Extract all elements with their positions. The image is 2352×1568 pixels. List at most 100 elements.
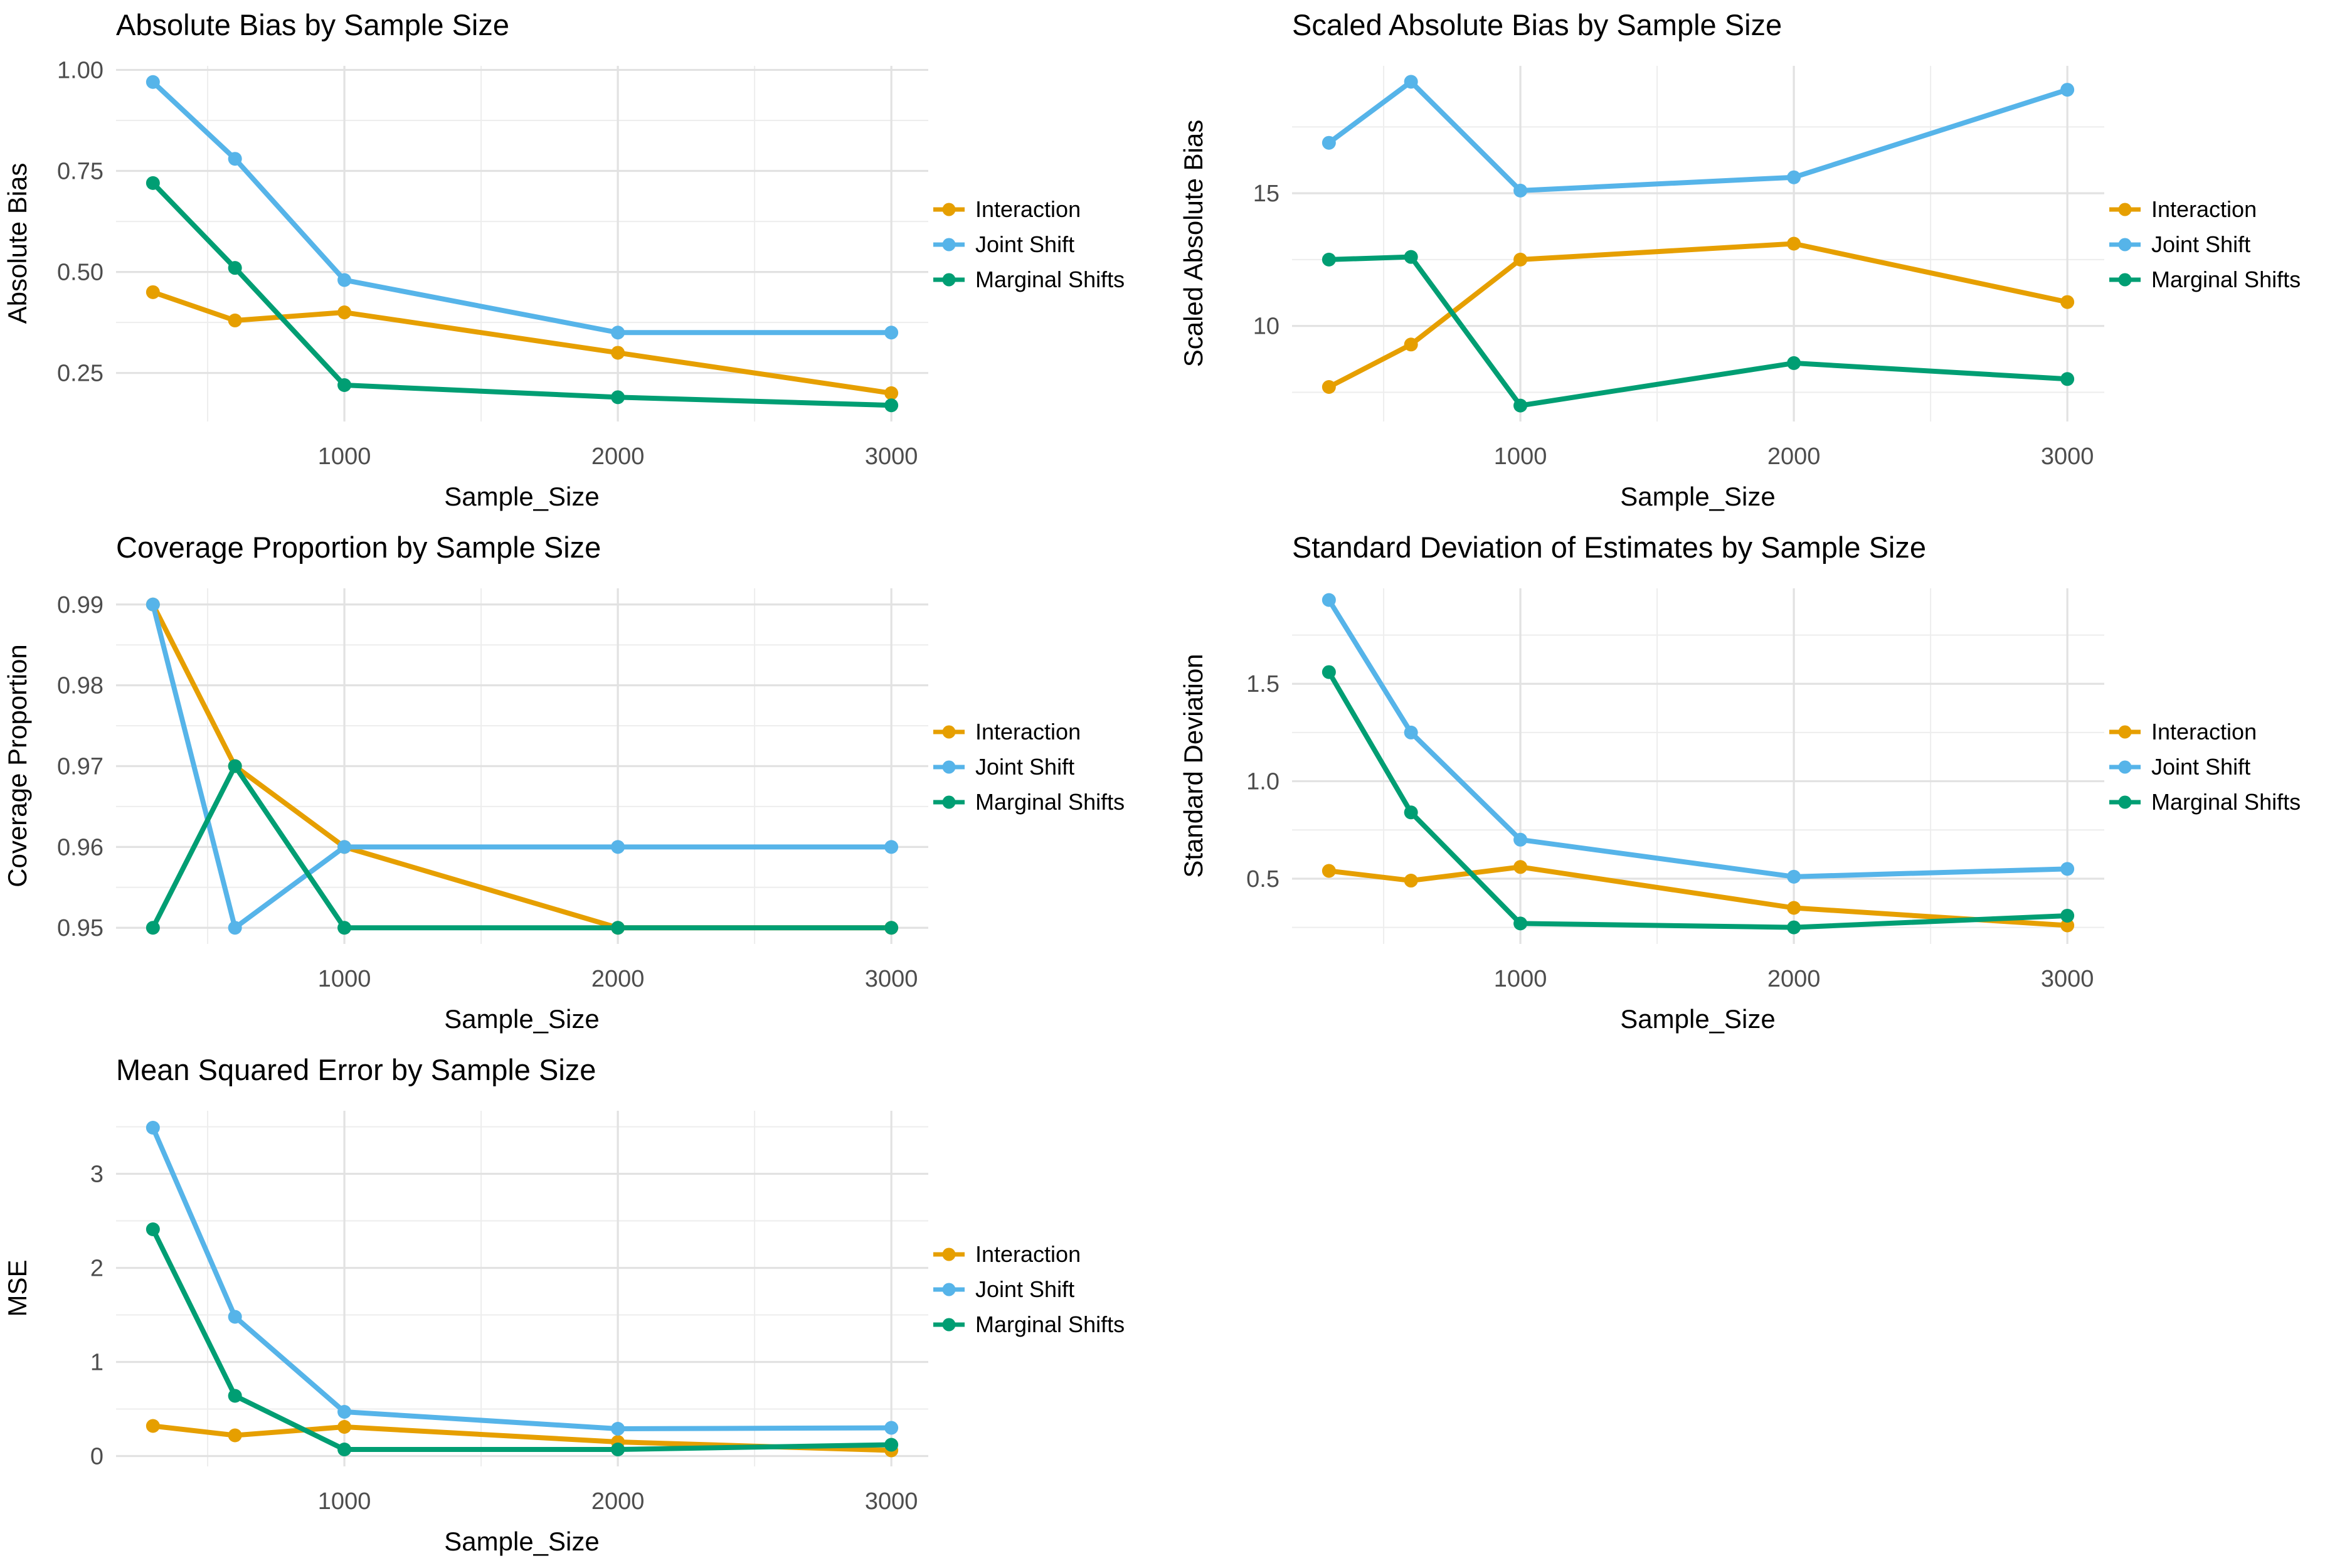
series-line-joint-shift	[150, 79, 894, 336]
data-point-marginal-shifts	[611, 921, 625, 935]
y-tick-label: 0.75	[57, 159, 103, 185]
y-tick-label: 0.95	[57, 915, 103, 941]
y-tick-label: 2	[90, 1256, 103, 1282]
legend-label: Marginal Shifts	[975, 789, 1125, 815]
data-point-joint-shift	[146, 75, 160, 89]
legend-item-marginal-shifts: Marginal Shifts	[933, 785, 1125, 820]
data-point-joint-shift	[611, 326, 625, 340]
data-point-interaction	[2060, 295, 2075, 309]
legend-item-joint-shift: Joint Shift	[2109, 227, 2301, 262]
data-point-marginal-shifts	[1787, 356, 1801, 370]
y-tick-label: 15	[1253, 181, 1279, 207]
data-point-joint-shift	[1787, 869, 1801, 884]
y-tick-label: 1.0	[1246, 769, 1279, 795]
y-tick-label: 1	[90, 1350, 103, 1376]
legend-label: Joint Shift	[975, 754, 1075, 780]
x-axis-label: Sample_Size	[1620, 1004, 1775, 1034]
data-point-marginal-shifts	[611, 1443, 625, 1456]
legend-item-joint-shift: Joint Shift	[933, 750, 1125, 785]
data-point-marginal-shifts	[2060, 372, 2075, 386]
data-point-interaction	[1787, 236, 1801, 251]
data-point-joint-shift	[228, 1310, 242, 1324]
data-point-interaction	[884, 386, 899, 400]
empty-cell	[1176, 1045, 2352, 1568]
x-axis-label: Sample_Size	[1620, 482, 1775, 511]
line-point-key-icon	[933, 725, 965, 739]
plot-area: 1000 2000 3000 0.5 1.0 1.5	[1246, 588, 2104, 992]
data-point-marginal-shifts	[1404, 805, 1418, 820]
legend-label: Interaction	[975, 1241, 1081, 1267]
x-tick-label: 1000	[318, 966, 371, 992]
data-point-interaction	[337, 1420, 352, 1434]
y-tick-label: 1.5	[1246, 671, 1279, 697]
data-point-marginal-shifts	[1322, 665, 1336, 679]
line-point-key-icon	[2109, 760, 2141, 774]
x-tick-label: 2000	[1767, 443, 1821, 470]
data-point-interaction	[1513, 860, 1528, 874]
y-tick-label: 0	[90, 1444, 103, 1470]
standard-deviation-chart: Standard Deviation of Estimates by Sampl…	[1179, 531, 2104, 1034]
data-point-interaction	[146, 1419, 160, 1433]
legend-item-joint-shift: Joint Shift	[933, 227, 1125, 262]
y-axis-label: Absolute Bias	[3, 163, 32, 324]
data-point-interaction	[1787, 901, 1801, 915]
y-axis-label: Standard Deviation	[1179, 654, 1208, 877]
data-point-joint-shift	[2060, 83, 2075, 97]
x-tick-label: 1000	[318, 443, 371, 470]
legend-item-interaction: Interaction	[933, 192, 1125, 227]
series-line-joint-shift	[1326, 597, 2070, 879]
chart-cell-absolute-bias: Absolute Bias by Sample Size Absolute Bi…	[0, 0, 1176, 522]
line-point-key-icon	[933, 1248, 965, 1261]
x-axis-label: Sample_Size	[444, 1527, 599, 1556]
x-axis-label: Sample_Size	[444, 1004, 599, 1034]
x-tick-label: 2000	[591, 966, 645, 992]
legend-label: Joint Shift	[975, 231, 1075, 257]
absolute-bias-chart: Absolute Bias by Sample Size Absolute Bi…	[3, 8, 928, 511]
chart-title: Scaled Absolute Bias by Sample Size	[1292, 8, 1782, 41]
line-point-key-icon	[2109, 203, 2141, 216]
legend: Interaction Joint Shift Marginal Shifts	[933, 714, 1125, 820]
data-point-marginal-shifts	[146, 1222, 160, 1236]
legend-item-marginal-shifts: Marginal Shifts	[933, 1307, 1125, 1342]
data-point-joint-shift	[1513, 832, 1528, 847]
legend-label: Joint Shift	[2151, 231, 2251, 257]
data-point-marginal-shifts	[884, 1438, 899, 1452]
chart-cell-scaled-absolute-bias: Scaled Absolute Bias by Sample Size Scal…	[1176, 0, 2352, 522]
data-point-joint-shift	[1322, 593, 1336, 607]
legend-label: Interaction	[975, 196, 1081, 222]
data-point-interaction	[1513, 252, 1528, 267]
x-tick-label: 2000	[591, 443, 645, 470]
data-point-joint-shift	[884, 840, 899, 854]
legend-item-joint-shift: Joint Shift	[933, 1272, 1125, 1307]
series-line-marginal-shifts	[150, 180, 894, 408]
line-point-key-icon	[933, 238, 965, 252]
data-point-joint-shift	[337, 1405, 352, 1419]
y-tick-label: 0.25	[57, 361, 103, 387]
legend-label: Marginal Shifts	[2151, 267, 2301, 292]
legend-item-marginal-shifts: Marginal Shifts	[2109, 785, 2301, 820]
data-point-joint-shift	[611, 840, 625, 854]
data-point-joint-shift	[1404, 75, 1418, 89]
legend-item-interaction: Interaction	[933, 714, 1125, 750]
data-point-joint-shift	[337, 840, 352, 854]
data-point-joint-shift	[146, 597, 160, 612]
data-point-marginal-shifts	[611, 390, 625, 405]
data-point-joint-shift	[1404, 725, 1418, 739]
data-point-joint-shift	[884, 1421, 899, 1435]
legend-label: Joint Shift	[975, 1276, 1075, 1302]
data-point-marginal-shifts	[884, 398, 899, 413]
legend: Interaction Joint Shift Marginal Shifts	[2109, 192, 2301, 297]
legend-label: Marginal Shifts	[975, 267, 1125, 292]
y-tick-label: 3	[90, 1162, 103, 1188]
legend-label: Marginal Shifts	[975, 1311, 1125, 1337]
data-point-joint-shift	[337, 273, 352, 287]
legend-item-joint-shift: Joint Shift	[2109, 750, 2301, 785]
line-point-key-icon	[2109, 238, 2141, 252]
data-point-interaction	[1404, 337, 1418, 352]
x-tick-label: 3000	[2041, 966, 2094, 992]
data-point-interaction	[1322, 379, 1336, 394]
series-line-interaction	[1326, 864, 2070, 928]
y-tick-label: 0.50	[57, 260, 103, 286]
line-point-key-icon	[933, 1318, 965, 1332]
